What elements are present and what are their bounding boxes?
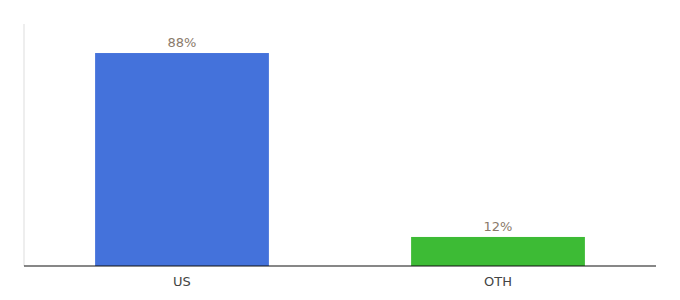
plot-area xyxy=(95,53,585,266)
chart: 88% 12% US OTH xyxy=(0,0,680,300)
x-tick-label: OTH xyxy=(484,274,512,289)
data-label: 88% xyxy=(168,35,197,50)
x-axis-line xyxy=(24,265,656,266)
bar xyxy=(411,237,585,266)
y-axis-line xyxy=(24,24,25,266)
bar xyxy=(95,53,269,266)
data-label: 12% xyxy=(484,219,513,234)
x-tick-label: US xyxy=(173,274,191,289)
chart-container: 88% 12% US OTH xyxy=(0,0,680,300)
